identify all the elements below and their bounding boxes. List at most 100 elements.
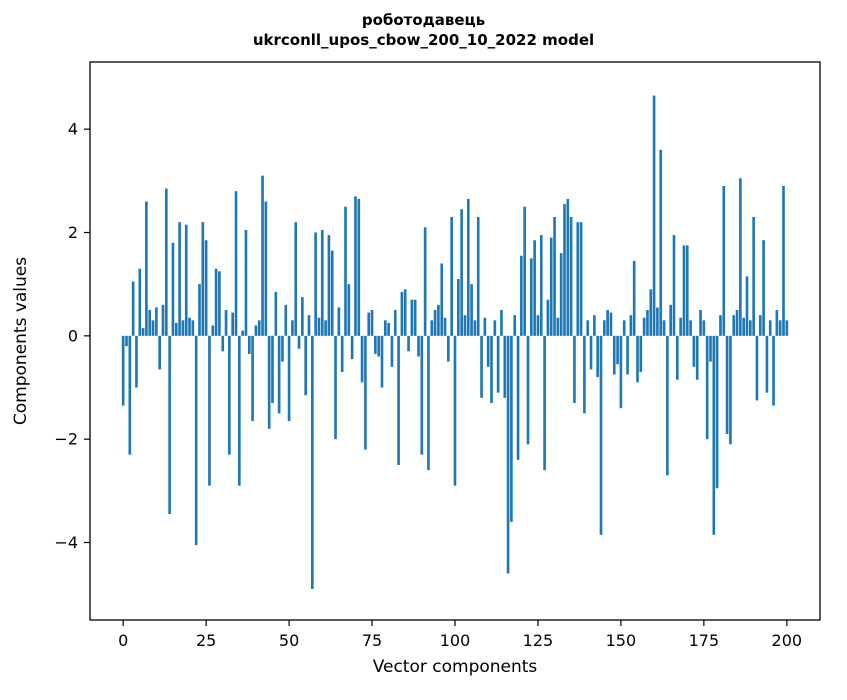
bar	[171, 242, 175, 336]
bar	[460, 209, 463, 336]
bar	[370, 310, 374, 336]
bar	[287, 335, 291, 422]
bar	[702, 320, 706, 336]
bar	[722, 186, 726, 336]
bar	[218, 271, 221, 336]
bar	[559, 253, 563, 336]
bar	[377, 335, 380, 357]
bar	[719, 315, 722, 336]
bar	[310, 335, 314, 589]
bar	[261, 175, 264, 336]
y-tick-label: −2	[54, 430, 78, 449]
bar	[228, 335, 231, 455]
bar	[410, 299, 414, 336]
bar	[400, 291, 404, 336]
bar	[390, 335, 394, 367]
bar	[596, 335, 599, 378]
bar	[164, 188, 168, 336]
bar	[599, 335, 603, 535]
bar	[593, 315, 596, 336]
bar	[178, 222, 181, 336]
bar	[314, 232, 317, 336]
bar	[626, 335, 629, 375]
bar	[407, 335, 410, 352]
bar	[775, 310, 779, 336]
x-tick-label: 50	[279, 631, 299, 650]
bar	[619, 335, 623, 409]
bar	[612, 335, 616, 375]
bar	[291, 320, 294, 336]
bar	[632, 260, 636, 336]
bar	[503, 335, 507, 398]
bar	[330, 250, 334, 336]
bar	[417, 335, 420, 357]
bar	[420, 335, 424, 455]
x-tick-label: 175	[689, 631, 720, 650]
bar	[437, 304, 440, 336]
bar	[387, 322, 390, 336]
bar	[546, 299, 550, 336]
bar	[480, 335, 483, 398]
bar	[589, 335, 593, 370]
bar	[606, 310, 609, 336]
bar	[440, 263, 444, 336]
bar	[556, 317, 560, 336]
bar	[652, 95, 656, 336]
bar	[413, 299, 417, 336]
bar	[208, 335, 211, 486]
bar	[529, 258, 533, 336]
bar	[168, 335, 171, 515]
chart-subtitle: ukrconll_upos_cbow_200_10_2022 model	[252, 31, 595, 49]
bar	[506, 335, 510, 574]
bar	[271, 335, 274, 403]
bar	[473, 320, 477, 336]
bar	[476, 217, 480, 336]
bar	[344, 206, 347, 336]
bar	[354, 196, 357, 336]
bar	[327, 235, 331, 336]
bar	[211, 325, 215, 336]
bar	[174, 322, 178, 336]
bar	[689, 320, 692, 336]
bar	[669, 304, 672, 336]
bar	[380, 335, 384, 388]
bar	[337, 307, 341, 336]
bar	[151, 320, 155, 336]
bar	[403, 289, 407, 336]
bar	[586, 320, 590, 336]
bar	[493, 320, 497, 336]
bar	[675, 335, 679, 380]
bar	[758, 315, 762, 336]
bar	[257, 320, 261, 336]
bar	[470, 284, 473, 336]
bar	[201, 222, 205, 336]
bar	[543, 335, 546, 471]
bar	[639, 335, 643, 372]
bar	[616, 335, 619, 365]
bar	[523, 206, 526, 336]
bar	[549, 237, 553, 336]
bar	[347, 284, 351, 336]
bar	[148, 310, 152, 336]
bar	[666, 335, 669, 476]
bar	[762, 240, 765, 336]
x-tick-label: 100	[440, 631, 471, 650]
bar	[251, 335, 254, 422]
bar	[237, 335, 241, 486]
bar	[198, 284, 201, 336]
bar	[563, 204, 566, 336]
bar	[566, 198, 570, 336]
chart-title-block: роботодавець ukrconll_upos_cbow_200_10_2…	[0, 10, 847, 50]
bar	[267, 335, 271, 429]
bar	[443, 317, 447, 336]
x-tick-label: 150	[606, 631, 637, 650]
bar	[281, 335, 284, 362]
bar	[745, 276, 749, 336]
bar	[125, 335, 128, 347]
bar	[241, 330, 244, 336]
bar	[516, 335, 520, 460]
x-tick-label: 25	[196, 631, 216, 650]
bar	[682, 245, 686, 336]
bar	[121, 335, 125, 406]
bar	[340, 335, 344, 372]
